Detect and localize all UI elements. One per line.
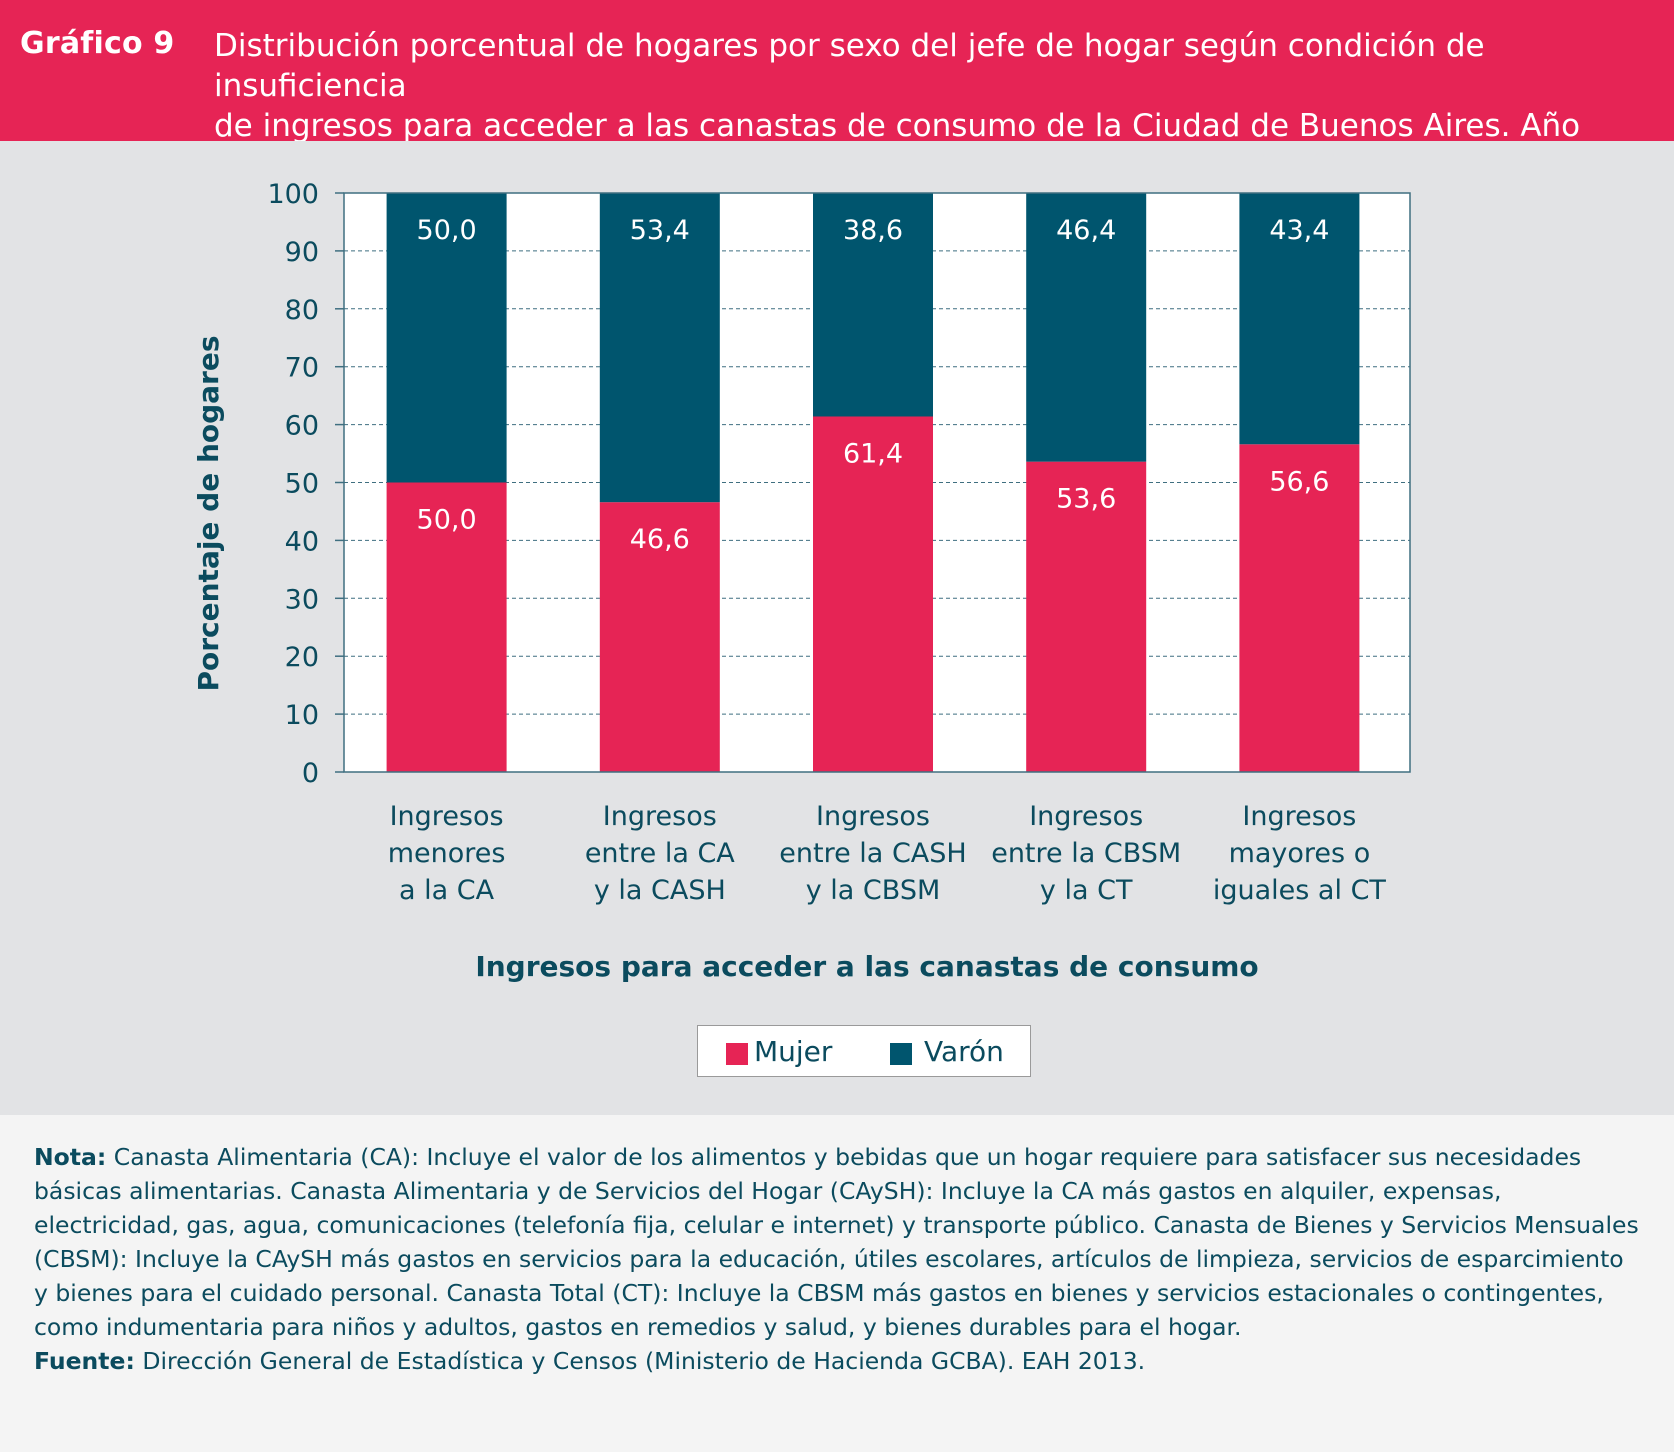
legend-swatch-varon (890, 1043, 912, 1065)
note-text: Canasta Alimentaria (CA): Incluye el val… (34, 1143, 1639, 1341)
bar-mujer (1239, 444, 1360, 772)
data-label-mujer: 50,0 (417, 505, 477, 536)
plot-border (343, 192, 1411, 773)
bar-varon (813, 193, 933, 417)
data-label-varon: 43,4 (1269, 215, 1329, 246)
y-tick-label: 30 (285, 584, 319, 615)
bar-mujer (1026, 461, 1147, 772)
chart-header: Gráfico 9 Distribución porcentual de hog… (0, 0, 1674, 184)
source-label: Fuente: (34, 1347, 135, 1375)
data-label-mujer: 53,6 (1056, 484, 1116, 515)
x-category-label: Ingresos entre la CASH y la CBSM (779, 801, 966, 906)
y-tick-label: 0 (302, 758, 319, 789)
figure-number: Gráfico 9 (20, 26, 175, 61)
x-category-label: Ingresos menores a la CA (388, 801, 506, 906)
chart-panel: 0 10 20 30 40 50 60 70 80 90 100 50,0 50,0 Ingresos me… (0, 141, 1674, 1115)
x-category-label: Ingresos entre la CBSM y la CT (991, 801, 1181, 906)
y-axis-title: Porcentaje de hogares (192, 335, 225, 691)
data-label-varon: 53,4 (630, 215, 690, 246)
y-tick-label: 50 (285, 469, 319, 500)
x-category-label: Ingresos mayores o iguales al CT (1213, 801, 1387, 906)
y-tick-label: 60 (285, 411, 319, 442)
bar-varon (1026, 193, 1147, 462)
notes-section: Nota: Canasta Alimentaria (CA): Incluye … (34, 1140, 1644, 1378)
data-label-mujer: 46,6 (630, 524, 690, 555)
y-tick-label: 100 (267, 179, 319, 210)
data-label-varon: 38,6 (843, 215, 903, 246)
y-tick-label: 80 (285, 295, 319, 326)
x-category-label: Ingresos entre la CA y la CASH (585, 801, 735, 906)
bar-mujer (386, 482, 507, 772)
legend-label-mujer: Mujer (754, 1035, 833, 1068)
bar-varon (1239, 193, 1360, 445)
y-tick-label: 10 (285, 700, 319, 731)
data-label-varon: 46,4 (1056, 215, 1116, 246)
chart-title-line-1: Distribución porcentual de hogares por s… (214, 28, 1485, 104)
y-tick-label: 90 (285, 237, 319, 268)
source-text: Dirección General de Estadística y Censo… (142, 1347, 1146, 1375)
x-axis-title: Ingresos para acceder a las canastas de … (475, 950, 1258, 983)
bar-varon (386, 193, 507, 483)
legend-label-varon: Varón (924, 1035, 1004, 1068)
stacked-bar-chart: 0 10 20 30 40 50 60 70 80 90 100 50,0 50,0 Ingresos me… (192, 179, 1411, 983)
bar-mujer (599, 502, 720, 772)
source-paragraph: Fuente: Dirección General de Estadística… (34, 1344, 1644, 1378)
chart-legend: Mujer Varón (697, 1025, 1031, 1077)
data-label-varon: 50,0 (417, 215, 477, 246)
y-tick-label: 20 (285, 642, 319, 673)
y-tick-label: 70 (285, 353, 319, 384)
y-tick-label: 40 (285, 526, 319, 557)
data-label-mujer: 61,4 (843, 438, 903, 469)
bar-varon (599, 193, 720, 503)
note-label: Nota: (34, 1143, 107, 1171)
bar-mujer (813, 416, 933, 772)
data-label-mujer: 56,6 (1269, 466, 1329, 497)
legend-swatch-mujer (726, 1043, 748, 1065)
note-paragraph: Nota: Canasta Alimentaria (CA): Incluye … (34, 1140, 1644, 1344)
